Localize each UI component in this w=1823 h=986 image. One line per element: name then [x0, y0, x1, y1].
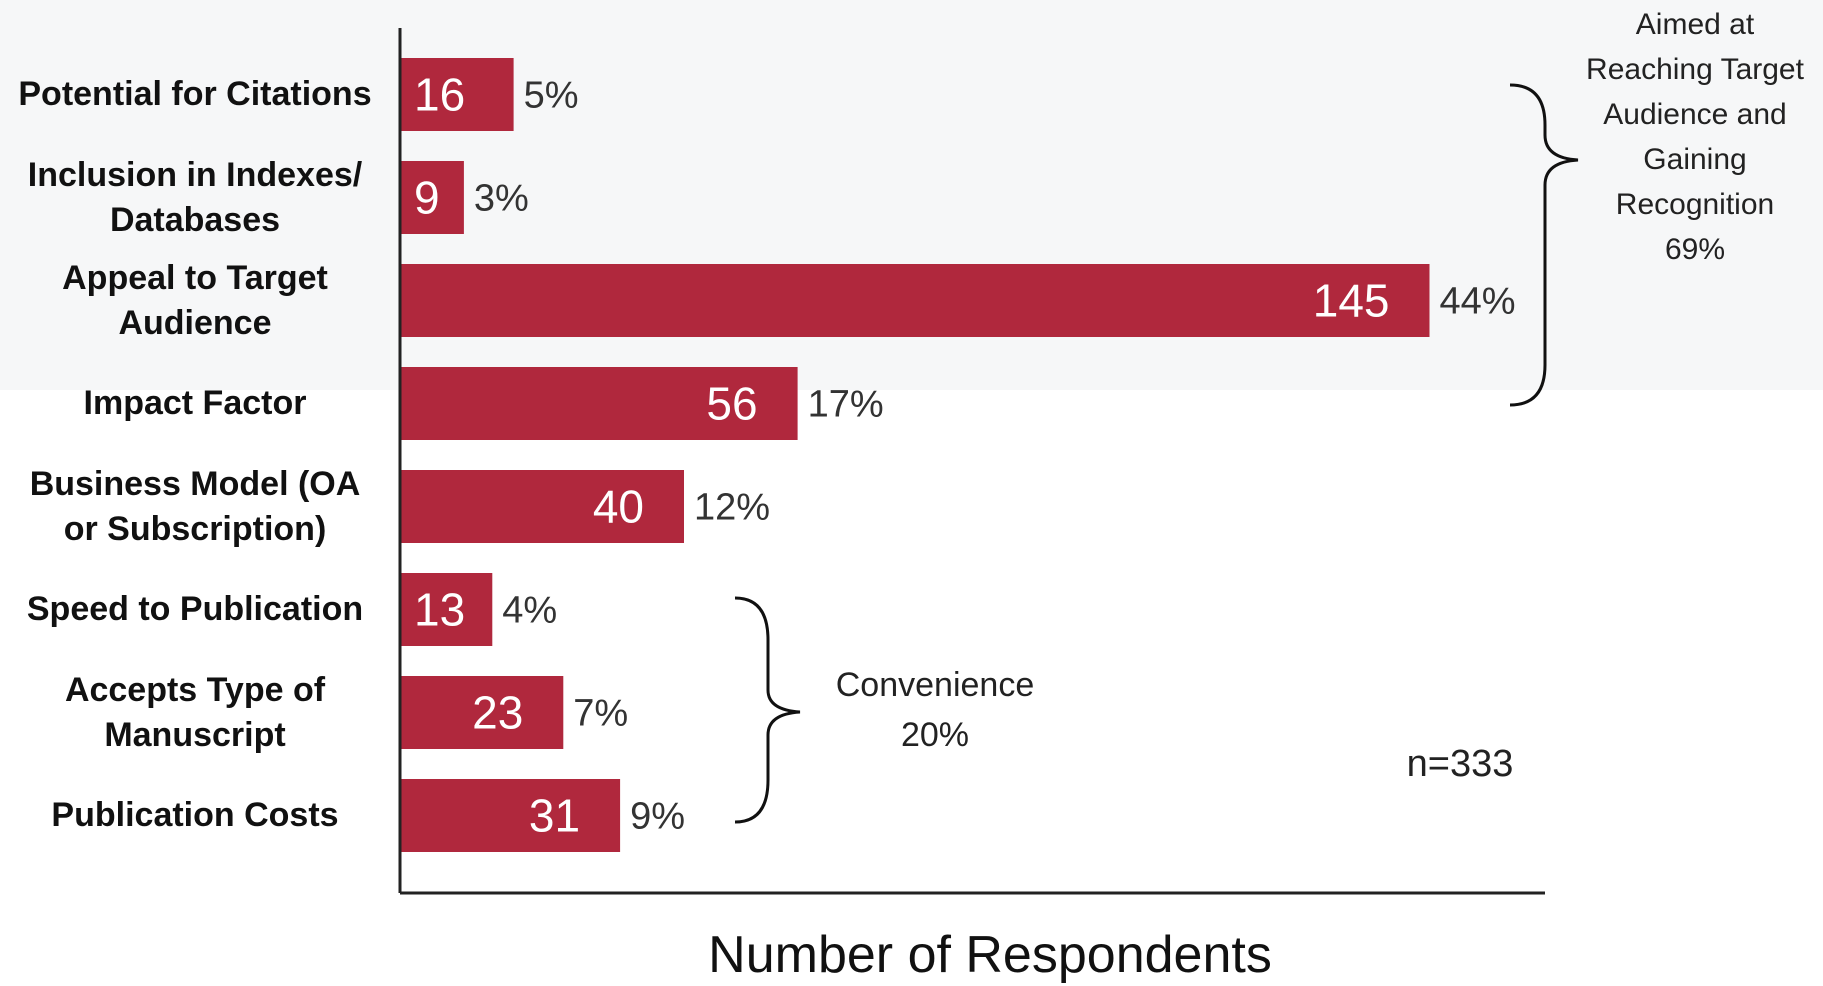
bar-value-label: 13	[414, 584, 465, 636]
bar-percent-label: 12%	[694, 487, 770, 529]
bar-value-label: 56	[706, 378, 757, 430]
category-label-line: Inclusion in Indexes/	[27, 155, 363, 194]
bar	[400, 367, 798, 440]
category-label: Inclusion in Indexes/Databases	[0, 153, 390, 243]
category-label-line: Manuscript	[104, 715, 286, 754]
annotation-convenience: Convenience 20%	[785, 660, 1085, 760]
category-label-line: Publication Costs	[51, 796, 339, 834]
annotation-convenience-line: Convenience	[835, 666, 1035, 704]
category-label: Potential for Citations	[0, 72, 390, 117]
category-label: Impact Factor	[0, 381, 390, 426]
annotation-recognition-line: Audience and	[1603, 98, 1787, 131]
annotation-recognition: Aimed at Reaching Target Audience and Ga…	[1560, 2, 1823, 272]
annotation-recognition-line: Gaining	[1643, 143, 1747, 176]
bar	[400, 58, 514, 131]
bar-percent-label: 7%	[573, 693, 628, 735]
category-label-line: Audience	[118, 303, 272, 342]
annotation-recognition-line: 69%	[1664, 233, 1726, 266]
bar-percent-label: 9%	[630, 796, 685, 838]
bar	[400, 676, 564, 749]
category-label-line: Databases	[109, 200, 281, 239]
x-axis-title: Number of Respondents	[708, 926, 1272, 984]
category-label-line: Potential for Citations	[18, 75, 372, 113]
bar	[400, 573, 493, 646]
bar	[400, 161, 464, 234]
category-label-line: or Subscription)	[63, 509, 327, 548]
category-label: Publication Costs	[0, 793, 390, 838]
bar-percent-label: 44%	[1440, 281, 1516, 323]
category-label-line: Business Model (OA	[29, 464, 361, 503]
bar	[400, 779, 621, 852]
category-label: Accepts Type of Manuscript	[0, 668, 390, 758]
brace-convenience	[734, 596, 801, 824]
bar-percent-label: 3%	[474, 178, 529, 220]
category-label: Business Model (OA or Subscription)	[0, 462, 390, 552]
annotation-recognition-line: Recognition	[1615, 188, 1775, 221]
bar-value-label: 145	[1313, 275, 1390, 327]
brace-recognition	[1509, 83, 1579, 407]
category-label-line: Impact Factor	[83, 384, 307, 422]
bar-percent-label: 5%	[524, 75, 579, 117]
category-label: Appeal to Target Audience	[0, 256, 390, 346]
bar	[400, 264, 1430, 337]
bar-value-label: 9	[414, 172, 440, 224]
bar	[400, 470, 684, 543]
annotation-convenience-line: 20%	[900, 716, 970, 754]
sample-size-label: n=333	[1406, 743, 1514, 785]
category-label-line: Speed to Publication	[26, 590, 364, 628]
category-label-line: Accepts Type of	[64, 670, 326, 709]
bar-value-label: 16	[414, 69, 465, 121]
annotation-recognition-line: Aimed at	[1635, 8, 1755, 41]
annotation-recognition-line: Reaching Target	[1586, 53, 1804, 86]
bar-value-label: 40	[593, 481, 644, 533]
bar-percent-label: 4%	[502, 590, 557, 632]
category-label-line: Appeal to Target	[62, 258, 328, 297]
bar-value-label: 23	[472, 687, 523, 739]
bar-value-label: 31	[529, 790, 580, 842]
category-label: Speed to Publication	[0, 587, 390, 632]
bar-percent-label: 17%	[808, 384, 884, 426]
